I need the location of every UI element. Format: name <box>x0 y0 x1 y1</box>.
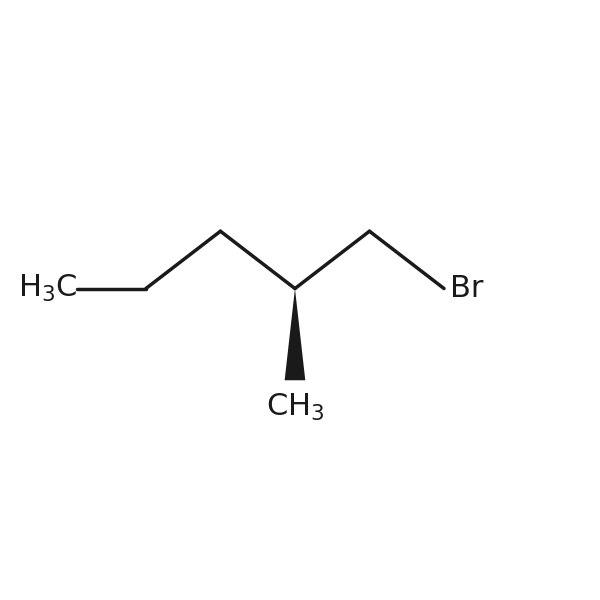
Text: $\mathregular{CH_3}$: $\mathregular{CH_3}$ <box>266 392 324 423</box>
Text: $\mathregular{H_3C}$: $\mathregular{H_3C}$ <box>18 273 77 304</box>
Polygon shape <box>284 289 305 380</box>
Text: Br: Br <box>450 274 483 303</box>
